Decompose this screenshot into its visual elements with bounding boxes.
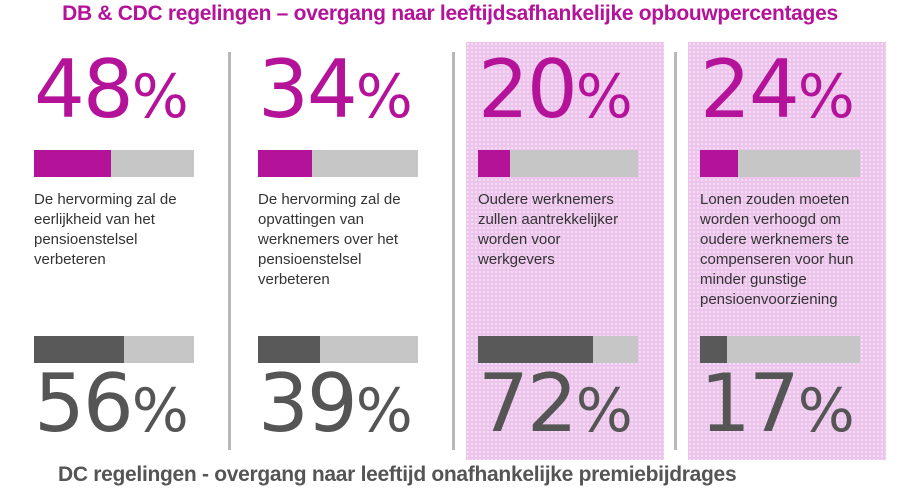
statement-panel-2: 34% De hervorming zal de opvattingen van… xyxy=(246,42,442,460)
bottom-value-4: 17 xyxy=(700,357,800,450)
top-value-3: 20 xyxy=(478,43,578,136)
bottom-percentage-3: 72% xyxy=(478,364,633,446)
top-bar-track-4 xyxy=(700,150,860,177)
bottom-value-3: 72 xyxy=(478,357,578,450)
top-bar-track-3 xyxy=(478,150,638,177)
bottom-percentage-4: 17% xyxy=(700,364,855,446)
top-bar-fill-1 xyxy=(34,150,111,177)
chart-title-bottom: DC regelingen - overgang naar leeftijd o… xyxy=(58,463,737,486)
bottom-bar-track-3 xyxy=(478,336,638,363)
top-value-1: 48 xyxy=(34,43,134,136)
top-value-2: 34 xyxy=(258,43,358,136)
top-percent-sign-3: % xyxy=(575,62,633,132)
top-bar-track-2 xyxy=(258,150,418,177)
divider-2 xyxy=(452,52,455,450)
statement-text-3: Oudere werknemers zullen aantrekkelijker… xyxy=(478,191,619,268)
chart-title-top: DB & CDC regelingen – overgang naar leef… xyxy=(62,2,838,25)
top-value-4: 24 xyxy=(700,43,800,136)
bottom-bar-track-1 xyxy=(34,336,194,363)
statement-panel-4: 24% Lonen zouden moeten worden verhoogd … xyxy=(688,42,886,460)
top-percent-sign-2: % xyxy=(355,62,413,132)
top-percentage-3: 20% xyxy=(478,50,633,132)
bottom-bar-fill-1 xyxy=(34,336,124,363)
divider-3 xyxy=(674,52,677,450)
bottom-percent-sign-2: % xyxy=(355,376,413,446)
statement-panel-1: 48% De hervorming zal de eerlijkheid van… xyxy=(22,42,218,460)
top-bar-fill-4 xyxy=(700,150,739,177)
top-bar-fill-2 xyxy=(258,150,313,177)
bottom-value-1: 56 xyxy=(34,357,134,450)
bottom-bar-fill-3 xyxy=(478,336,594,363)
bottom-bar-fill-2 xyxy=(258,336,321,363)
divider-1 xyxy=(228,52,231,450)
bottom-bar-fill-4 xyxy=(700,336,728,363)
bottom-percent-sign-3: % xyxy=(575,376,633,446)
bottom-percentage-1: 56% xyxy=(34,364,189,446)
bottom-bar-track-2 xyxy=(258,336,418,363)
top-percent-sign-4: % xyxy=(797,62,855,132)
top-percentage-2: 34% xyxy=(258,50,413,132)
bottom-bar-track-4 xyxy=(700,336,860,363)
top-bar-track-1 xyxy=(34,150,194,177)
top-percentage-1: 48% xyxy=(34,50,189,132)
statement-text-4: Lonen zouden moeten worden verhoogd om o… xyxy=(700,191,854,308)
statement-text-1: De hervorming zal de eerlijkheid van het… xyxy=(34,191,177,268)
bottom-value-2: 39 xyxy=(258,357,358,450)
bottom-percentage-2: 39% xyxy=(258,364,413,446)
top-percentage-4: 24% xyxy=(700,50,855,132)
statement-panel-3: 20% Oudere werknemers zullen aantrekkeli… xyxy=(466,42,664,460)
top-percent-sign-1: % xyxy=(131,62,189,132)
bottom-percent-sign-1: % xyxy=(131,376,189,446)
top-bar-fill-3 xyxy=(478,150,510,177)
bottom-percent-sign-4: % xyxy=(797,376,855,446)
statement-text-2: De hervorming zal de opvattingen van wer… xyxy=(258,191,401,288)
